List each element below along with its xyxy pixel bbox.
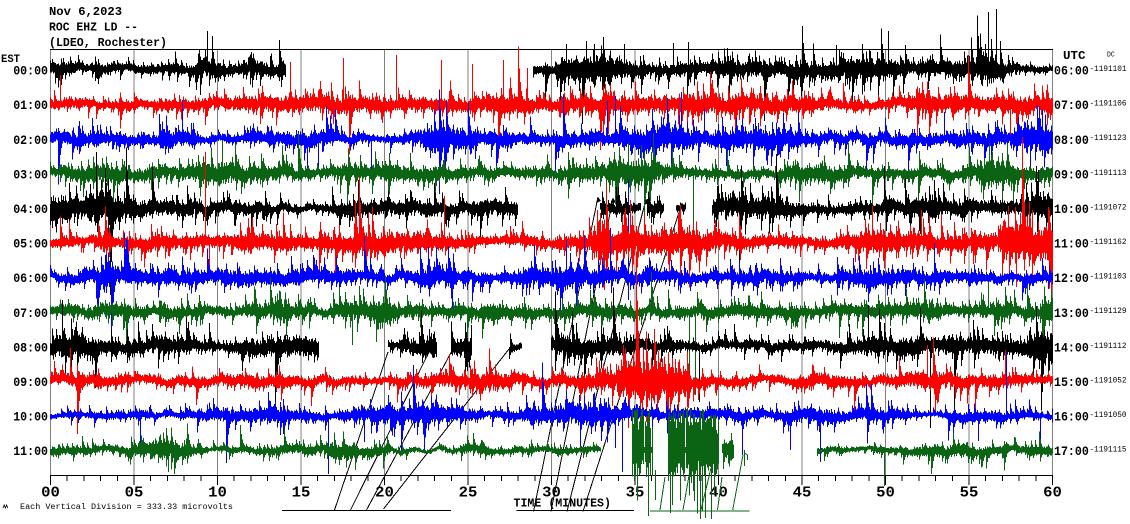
svg-text:17:00: 17:00	[1054, 444, 1089, 459]
svg-text:-1191106: -1191106	[1090, 100, 1127, 109]
svg-text:09:00: 09:00	[1054, 167, 1089, 182]
svg-text:11:00: 11:00	[13, 444, 48, 459]
svg-text:10:00: 10:00	[1054, 202, 1089, 217]
svg-text:00:00: 00:00	[13, 64, 48, 79]
svg-text:-1191115: -1191115	[1090, 446, 1127, 455]
svg-text:05: 05	[125, 485, 144, 502]
svg-text:10: 10	[208, 485, 227, 502]
svg-text:02:00: 02:00	[13, 133, 48, 148]
svg-text:-1191052: -1191052	[1090, 376, 1127, 385]
svg-text:11:00: 11:00	[1054, 237, 1089, 252]
svg-text:30: 30	[542, 485, 561, 502]
svg-text:08:00: 08:00	[1054, 133, 1089, 148]
svg-text:40: 40	[709, 485, 728, 502]
svg-text:Nov 6,2023: Nov 6,2023	[49, 5, 122, 19]
svg-text:45: 45	[793, 485, 812, 502]
svg-text:-1191162: -1191162	[1090, 238, 1127, 247]
svg-text:55: 55	[960, 485, 979, 502]
svg-text:04:00: 04:00	[13, 202, 48, 217]
svg-text:13:00: 13:00	[1054, 306, 1089, 321]
svg-text:DC: DC	[1107, 52, 1115, 60]
svg-text:-1191123: -1191123	[1090, 134, 1127, 143]
svg-text:07:00: 07:00	[1054, 98, 1089, 113]
svg-text:08:00: 08:00	[13, 340, 48, 355]
svg-text:00: 00	[41, 485, 60, 502]
svg-text:12:00: 12:00	[1054, 271, 1089, 286]
svg-text:-1191113: -1191113	[1090, 169, 1127, 178]
svg-text:09:00: 09:00	[13, 375, 48, 390]
svg-text:07:00: 07:00	[13, 306, 48, 321]
svg-text:15: 15	[292, 485, 311, 502]
svg-text:-1191072: -1191072	[1090, 203, 1127, 212]
svg-text:05:00: 05:00	[13, 237, 48, 252]
svg-text:35: 35	[626, 485, 645, 502]
svg-text:25: 25	[459, 485, 478, 502]
svg-text:15:00: 15:00	[1054, 375, 1089, 390]
svg-text:50: 50	[876, 485, 895, 502]
svg-text:Each Vertical Division = 333.: Each Vertical Division = 333.33 microvol…	[20, 502, 233, 512]
svg-text:60: 60	[1043, 485, 1062, 502]
svg-text:-1191129: -1191129	[1090, 307, 1127, 316]
svg-text:03:00: 03:00	[13, 167, 48, 182]
svg-text:UTC: UTC	[1063, 49, 1086, 63]
svg-text:TIME (MINUTES): TIME (MINUTES)	[514, 496, 612, 510]
svg-text:06:00: 06:00	[1054, 64, 1089, 79]
svg-text:-1191101: -1191101	[1090, 65, 1127, 74]
svg-text:14:00: 14:00	[1054, 340, 1089, 355]
svg-text:(LDEO, Rochester): (LDEO, Rochester)	[49, 36, 167, 50]
svg-text:-1191103: -1191103	[1090, 273, 1127, 282]
svg-text:16:00: 16:00	[1054, 410, 1089, 425]
svg-text:06:00: 06:00	[13, 271, 48, 286]
svg-text:-1191050: -1191050	[1090, 411, 1127, 420]
svg-text:-1191112: -1191112	[1090, 342, 1127, 351]
svg-text:01:00: 01:00	[13, 98, 48, 113]
svg-text:10:00: 10:00	[13, 410, 48, 425]
svg-text:20: 20	[375, 485, 394, 502]
svg-text:EST: EST	[1, 54, 20, 66]
svg-text:ROC EHZ LD --: ROC EHZ LD --	[49, 20, 138, 34]
